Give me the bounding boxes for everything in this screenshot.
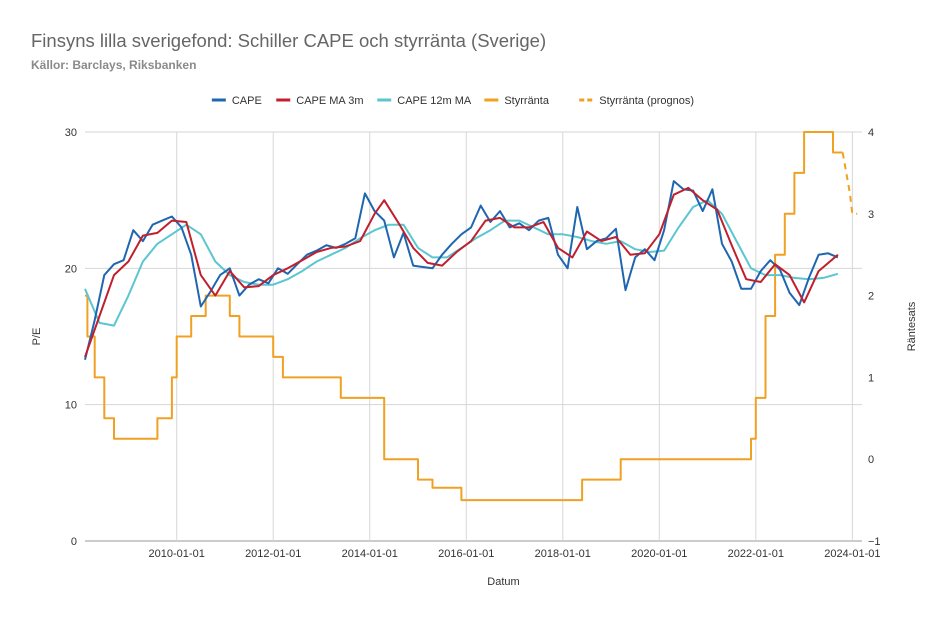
x-tick-label: 2012-01-01 xyxy=(245,548,301,560)
legend-label: CAPE MA 3m xyxy=(296,95,363,107)
y-tick-label: 0 xyxy=(71,536,77,548)
x-axis-title: Datum xyxy=(487,576,519,588)
x-tick-label: 2020-01-01 xyxy=(631,548,687,560)
legend-label: CAPE 12m MA xyxy=(397,95,472,107)
series-line-styrr-nta-prognos- xyxy=(841,152,858,215)
y2-tick-label: 4 xyxy=(868,127,874,139)
y2-tick-label: −1 xyxy=(868,536,881,548)
legend-label: Styrränta xyxy=(504,95,550,107)
y-axis-title: P/E xyxy=(31,328,43,346)
legend-label: Styrränta (prognos) xyxy=(599,95,694,107)
x-tick-label: 2022-01-01 xyxy=(728,548,784,560)
y2-tick-label: 1 xyxy=(868,372,874,384)
x-tick-label: 2010-01-01 xyxy=(149,548,205,560)
y-tick-label: 20 xyxy=(65,263,77,275)
y2-tick-label: 0 xyxy=(868,454,874,466)
y2-axis-title: Räntesats xyxy=(906,301,918,351)
y-tick-label: 30 xyxy=(65,127,77,139)
x-tick-label: 2014-01-01 xyxy=(342,548,398,560)
y2-tick-label: 3 xyxy=(868,209,874,221)
x-tick-label: 2018-01-01 xyxy=(535,548,591,560)
chart-title: Finsyns lilla sverigefond: Schiller CAPE… xyxy=(31,30,547,51)
series-line-cape xyxy=(84,180,839,360)
legend-label: CAPE xyxy=(232,95,262,107)
chart-subtitle: Källor: Barclays, Riksbanken xyxy=(31,58,197,72)
series-line-cape-ma-3m xyxy=(84,186,839,358)
series-line-styrr-nta xyxy=(85,131,843,502)
x-tick-label: 2016-01-01 xyxy=(438,548,494,560)
y-tick-label: 10 xyxy=(65,400,77,412)
x-tick-label: 2024-01-01 xyxy=(824,548,880,560)
y2-tick-label: 2 xyxy=(868,291,874,303)
